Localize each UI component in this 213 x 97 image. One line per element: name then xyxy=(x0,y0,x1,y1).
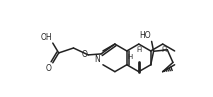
Text: H: H xyxy=(128,54,133,60)
Text: H̅: H̅ xyxy=(161,47,166,53)
Text: N: N xyxy=(94,55,100,64)
Text: O: O xyxy=(81,50,87,59)
Text: OH: OH xyxy=(40,33,52,42)
Text: H̅: H̅ xyxy=(136,47,141,53)
Text: O: O xyxy=(46,64,52,73)
Text: HO: HO xyxy=(139,31,151,40)
